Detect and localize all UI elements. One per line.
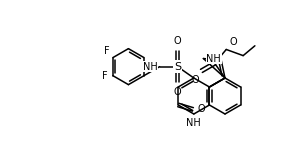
Text: F: F	[102, 71, 108, 81]
Text: S: S	[174, 62, 181, 72]
Text: O: O	[174, 36, 182, 46]
Text: O: O	[198, 104, 206, 114]
Text: NH: NH	[186, 118, 201, 128]
Text: O: O	[229, 38, 237, 47]
Text: O: O	[174, 87, 182, 97]
Text: NH: NH	[143, 62, 158, 72]
Text: F: F	[104, 46, 110, 56]
Text: NH: NH	[206, 53, 221, 64]
Text: O: O	[192, 75, 199, 85]
